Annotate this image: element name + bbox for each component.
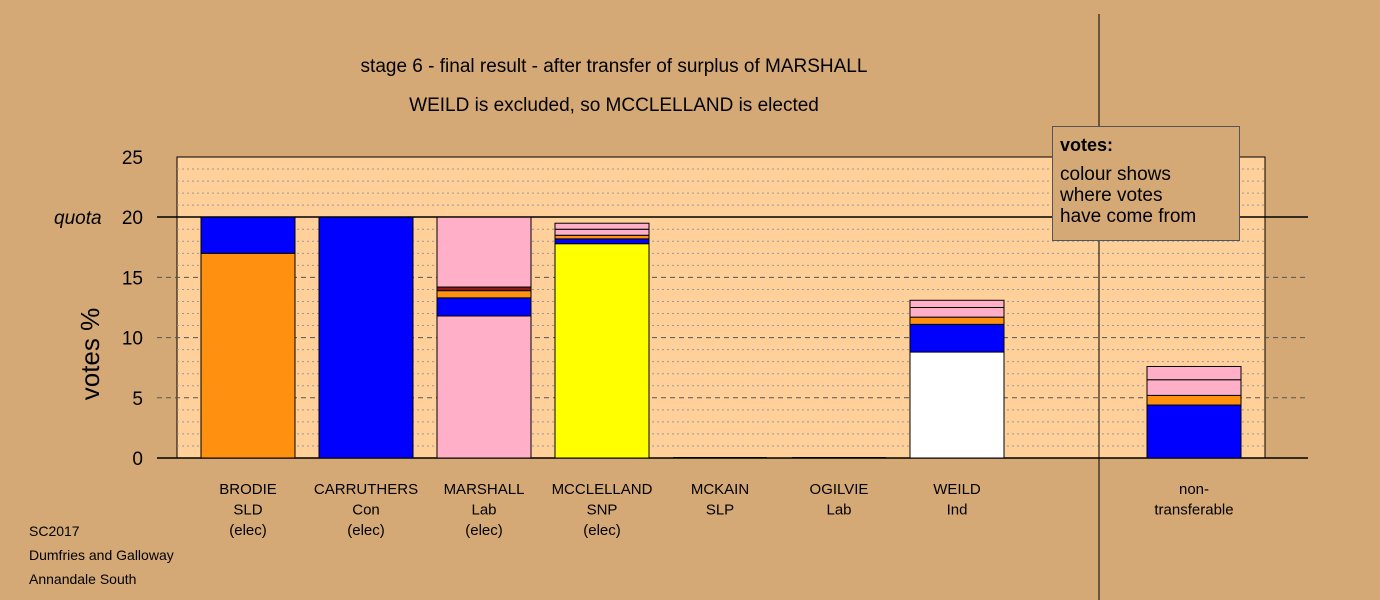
- candidate-label: (elec): [465, 522, 503, 539]
- candidate-label: Con: [352, 502, 380, 519]
- bar-segment: [436, 216, 532, 288]
- candidate-label: CARRUTHERS: [314, 481, 418, 498]
- candidate-label: SNP: [587, 502, 618, 519]
- bar-segment: [909, 323, 1005, 353]
- y-tick-label: 20: [122, 208, 143, 229]
- candidate-labels: BRODIE SLD (elec) CARRUTHERS Con (elec) MARSHA…: [219, 481, 1233, 539]
- bar-segment: [1146, 394, 1242, 406]
- quota-label: quota: [54, 208, 102, 229]
- legend-title: votes:: [1060, 135, 1114, 155]
- bar-segment: [1146, 404, 1242, 459]
- candidate-label: BRODIE: [219, 481, 277, 498]
- chart-title: stage 6 - final result - after transfer …: [361, 56, 868, 77]
- candidate-label: (elec): [229, 522, 267, 539]
- candidate-label: (elec): [583, 522, 621, 539]
- bar-segment: [318, 216, 414, 459]
- bar-segment: [554, 234, 650, 240]
- y-tick-labels: 0 5 10 15 20 25: [122, 148, 143, 470]
- candidate-label: SLP: [706, 502, 734, 519]
- bar-segment: [200, 252, 296, 459]
- bar-segment: [554, 222, 650, 230]
- y-tick-label: 15: [122, 268, 143, 289]
- bars: [200, 216, 1242, 459]
- candidate-label: OGILVIE: [810, 481, 869, 498]
- candidate-label: MARSHALL: [444, 481, 525, 498]
- candidate-label: Ind: [947, 502, 968, 519]
- candidate-label: MCKAIN: [691, 481, 749, 498]
- candidate-label: non-: [1179, 481, 1209, 498]
- legend: votes: colour shows where votes have com…: [1052, 126, 1240, 241]
- y-tick-label: 5: [132, 389, 143, 410]
- candidate-label: transferable: [1154, 502, 1233, 519]
- bar-segment: [436, 315, 532, 459]
- bar-segment: [909, 316, 1005, 325]
- footer-line-1: SC2017: [29, 523, 80, 539]
- bar-segment: [909, 299, 1005, 309]
- bar-segment: [1146, 379, 1242, 396]
- y-tick-label: 25: [122, 148, 143, 169]
- bar-segment: [554, 238, 650, 245]
- bar-segment: [436, 297, 532, 317]
- y-axis-label: votes %: [75, 308, 105, 401]
- y-tick-label: 10: [122, 329, 143, 350]
- bar-segment: [436, 290, 532, 299]
- bar-segment: [909, 351, 1005, 459]
- chart-subtitle: WEILD is excluded, so MCCLELLAND is elec…: [409, 95, 819, 116]
- footer-line-3: Annandale South: [29, 571, 136, 587]
- bar-segment: [554, 243, 650, 459]
- candidate-label: MCCLELLAND: [552, 481, 653, 498]
- candidate-label: SLD: [233, 502, 262, 519]
- bar-segment: [200, 216, 296, 254]
- bar-segment: [1146, 365, 1242, 381]
- bar-segment: [909, 307, 1005, 318]
- y-tick-label: 0: [132, 449, 143, 470]
- candidate-label: WEILD: [933, 481, 981, 498]
- bar-segment: [436, 286, 532, 292]
- candidate-label: Lab: [826, 502, 851, 519]
- legend-text: colour shows where votes have come from: [1060, 164, 1197, 227]
- candidate-label: Lab: [471, 502, 496, 519]
- bar-segment: [554, 228, 650, 236]
- candidate-label: (elec): [347, 522, 385, 539]
- footer-line-2: Dumfries and Galloway: [29, 547, 174, 563]
